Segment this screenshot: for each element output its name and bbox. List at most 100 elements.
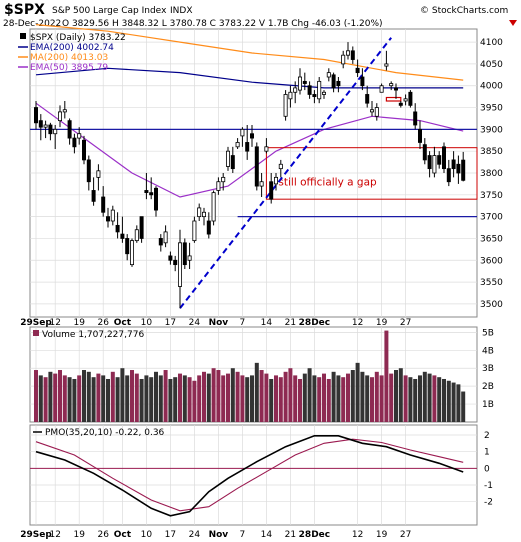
volume-bar (197, 375, 202, 422)
volume-bar (288, 368, 293, 422)
candle (341, 50, 346, 69)
volume-bar (346, 373, 350, 422)
volume-bar (451, 382, 456, 422)
pmo-line (35, 435, 464, 517)
candle-body (187, 255, 192, 261)
volume-bar (72, 378, 77, 422)
x-tick-label: Nov (209, 530, 229, 540)
x-tick-label: 28Dec (299, 530, 330, 540)
x-tick-label: 29Sep (20, 530, 52, 540)
volume-bar (206, 373, 211, 422)
legend-swatch (20, 33, 26, 39)
candle-body (437, 155, 442, 165)
volume-bar (312, 375, 317, 422)
candle (293, 81, 298, 104)
candle (38, 114, 43, 141)
candle-body (129, 240, 134, 266)
price-tick-label: 4050 (480, 60, 503, 70)
candle-body (221, 176, 226, 183)
volume-bar (101, 375, 106, 422)
candle (413, 103, 418, 130)
candle-body (86, 159, 91, 183)
x-tick-label: 14 (261, 530, 273, 540)
x-tick-label: 12 (49, 318, 60, 328)
candle-body (158, 238, 163, 246)
candle-body (456, 163, 461, 174)
volume-bar (34, 370, 38, 422)
candle-body (125, 238, 130, 255)
volume-bar (110, 371, 115, 422)
x-tick-label: 26 (97, 318, 109, 328)
candle (254, 142, 259, 191)
volume-bar (192, 380, 197, 422)
candle (264, 138, 269, 154)
candle (446, 159, 451, 187)
volume-bar (154, 371, 158, 422)
candle-body (77, 133, 82, 139)
volume-bar (269, 378, 274, 422)
volume-bar (398, 368, 403, 422)
x-tick-label: 19 (73, 530, 85, 540)
volume-bar (226, 373, 230, 422)
volume-tick-label: 2B (482, 382, 494, 392)
candle (283, 90, 288, 121)
candle-body (240, 128, 245, 137)
symbol-title: $SPX (4, 2, 45, 18)
candle (461, 151, 466, 182)
legend-entry: EMA(200) 4002.74 (30, 43, 114, 53)
candle (72, 133, 77, 154)
price-tick-label: 3700 (480, 213, 503, 223)
candle (297, 68, 302, 95)
candle (82, 135, 87, 165)
volume-bar (48, 371, 53, 422)
volume-bar (331, 371, 336, 422)
candle (225, 146, 230, 171)
candle-body (62, 109, 67, 113)
candle (58, 105, 63, 128)
candle (307, 81, 312, 99)
candle-body (216, 181, 221, 191)
volume-tick-label: 5B (482, 328, 494, 338)
candle (62, 101, 67, 119)
candle (451, 151, 456, 178)
price-tick-label: 3550 (480, 278, 503, 288)
price-tick-label: 3750 (480, 191, 503, 201)
volume-tick-label: 4B (482, 346, 494, 356)
candle (106, 207, 111, 228)
legend-entry: $SPX (Daily) 3783.22 (30, 33, 126, 43)
candle-body (96, 170, 101, 178)
volume-bar (245, 377, 250, 422)
candle-body (38, 120, 43, 128)
x-tick-label: 19 (376, 318, 388, 328)
volume-bar (274, 375, 278, 422)
legend-entry: MA(200) 4013.03 (30, 53, 108, 63)
candle (110, 205, 115, 226)
volume-bar (408, 377, 413, 422)
x-tick-label: 7 (240, 318, 246, 328)
candle-body (446, 168, 451, 183)
candle (216, 177, 221, 195)
candle (101, 186, 106, 217)
candle (197, 203, 202, 221)
candle (312, 90, 317, 104)
volume-bar (158, 375, 163, 422)
volume-bar (115, 377, 120, 422)
candle-body (297, 76, 302, 91)
candle-body (101, 196, 106, 213)
candle-body (389, 83, 394, 87)
candle (365, 85, 370, 108)
candle-body (163, 231, 168, 244)
axis-labels: 29Sep29Sep121219192626OctOct101017172424… (20, 38, 503, 540)
x-tick-label: 19 (376, 530, 388, 540)
candle-body (321, 91, 326, 95)
volume-bar (235, 371, 240, 422)
x-tick-label: 27 (400, 318, 411, 328)
ema50-line (35, 102, 464, 198)
volume-bar (77, 375, 82, 422)
volume-bar (173, 377, 178, 422)
volume-bar (106, 378, 110, 422)
volume-bar (437, 377, 442, 422)
candle-body (230, 155, 235, 170)
candle (336, 77, 341, 93)
